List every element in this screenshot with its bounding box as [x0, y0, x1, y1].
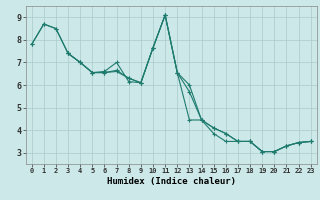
X-axis label: Humidex (Indice chaleur): Humidex (Indice chaleur)	[107, 177, 236, 186]
